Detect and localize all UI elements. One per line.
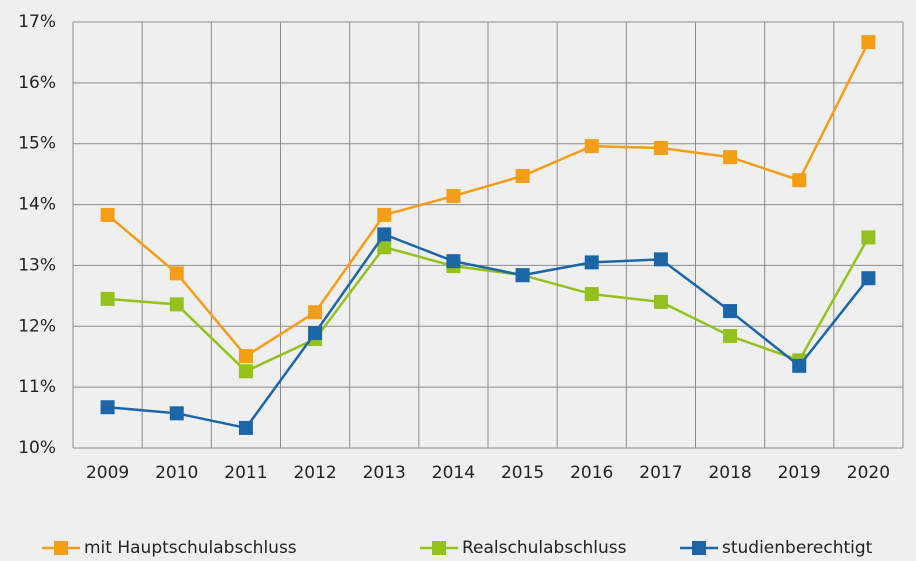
legend-marker [432,541,446,555]
marker [238,420,253,435]
x-tick-label: 2012 [293,463,336,483]
marker [792,358,807,373]
marker [723,304,738,319]
legend-label: studienberechtigt [722,538,873,558]
marker [723,329,738,344]
marker [238,349,253,364]
marker [100,291,115,306]
x-tick-label: 2009 [86,463,129,483]
x-tick-label: 2010 [155,463,198,483]
legend-marker [692,541,706,555]
y-tick-label: 12% [18,316,56,336]
marker [584,287,599,302]
marker [653,252,668,267]
x-tick-label: 2014 [432,463,475,483]
marker [653,294,668,309]
marker [653,140,668,155]
marker [723,150,738,165]
x-tick-label: 2015 [501,463,544,483]
marker [792,173,807,188]
marker [861,35,876,50]
x-tick-label: 2019 [778,463,821,483]
marker [308,305,323,320]
x-tick-label: 2013 [363,463,406,483]
y-tick-label: 10% [18,438,56,458]
x-tick-label: 2018 [708,463,751,483]
marker [169,406,184,421]
marker [861,230,876,245]
marker [446,189,461,204]
x-tick-label: 2011 [224,463,267,483]
series-line [107,236,870,373]
marker [169,297,184,312]
marker [238,364,253,379]
x-tick-label: 2020 [847,463,890,483]
marker [861,271,876,286]
marker [100,400,115,415]
x-tick-label: 2017 [639,463,682,483]
x-tick-label: 2016 [570,463,613,483]
series-line [107,232,870,430]
marker [377,207,392,222]
marker [515,268,530,283]
y-tick-label: 17% [18,12,56,32]
y-tick-label: 14% [18,195,56,215]
marker [100,207,115,222]
marker [584,139,599,154]
marker [377,227,392,242]
marker [584,255,599,270]
legend-label: Realschulabschluss [462,538,627,558]
y-tick-label: 13% [18,255,56,275]
marker [446,254,461,269]
series-line [106,41,870,358]
y-tick-label: 15% [18,134,56,154]
y-tick-label: 16% [18,73,56,93]
y-tick-label: 11% [18,377,56,397]
marker [377,240,392,255]
marker [515,168,530,183]
marker [169,266,184,281]
marker [308,325,323,340]
legend-label: mit Hauptschulabschluss [84,538,297,558]
legend-marker [54,541,68,555]
